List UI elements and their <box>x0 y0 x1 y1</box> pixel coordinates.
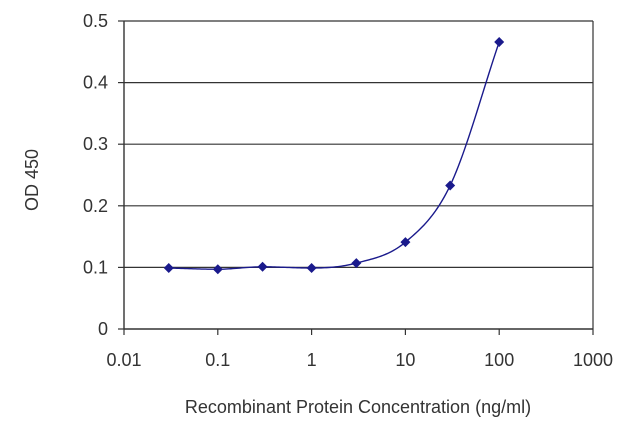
data-point <box>494 36 505 47</box>
data-point <box>257 261 268 272</box>
x-tick-label: 1 <box>307 350 317 370</box>
tick-labels-group: 0 0.1 0.2 0.3 0.4 0.5 0.01 0.1 1 10 100 1000 <box>83 11 613 370</box>
x-tick-label: 100 <box>484 350 514 370</box>
data-points-group <box>163 36 505 275</box>
fit-curve-group <box>168 41 500 270</box>
y-tick-label: 0 <box>98 319 108 339</box>
data-point <box>212 264 223 275</box>
x-tick-label: 1000 <box>573 350 613 370</box>
data-point <box>400 237 411 248</box>
data-point <box>445 180 456 191</box>
grid-lines <box>124 20 593 268</box>
y-axis-title: OD 450 <box>22 149 42 211</box>
data-point <box>306 263 317 274</box>
data-point <box>351 258 362 269</box>
axes-group <box>118 20 594 335</box>
x-tick-label: 10 <box>395 350 415 370</box>
x-tick-label: 0.1 <box>205 350 230 370</box>
y-tick-label: 0.1 <box>83 257 108 277</box>
y-tick-label: 0.3 <box>83 134 108 154</box>
y-tick-label: 0.5 <box>83 11 108 31</box>
y-tick-label: 0.4 <box>83 73 108 93</box>
x-tick-label: 0.01 <box>106 350 141 370</box>
y-tick-label: 0.2 <box>83 196 108 216</box>
fit-curve <box>168 41 500 270</box>
data-point <box>163 263 174 274</box>
x-axis-title: Recombinant Protein Concentration (ng/ml… <box>185 397 531 417</box>
